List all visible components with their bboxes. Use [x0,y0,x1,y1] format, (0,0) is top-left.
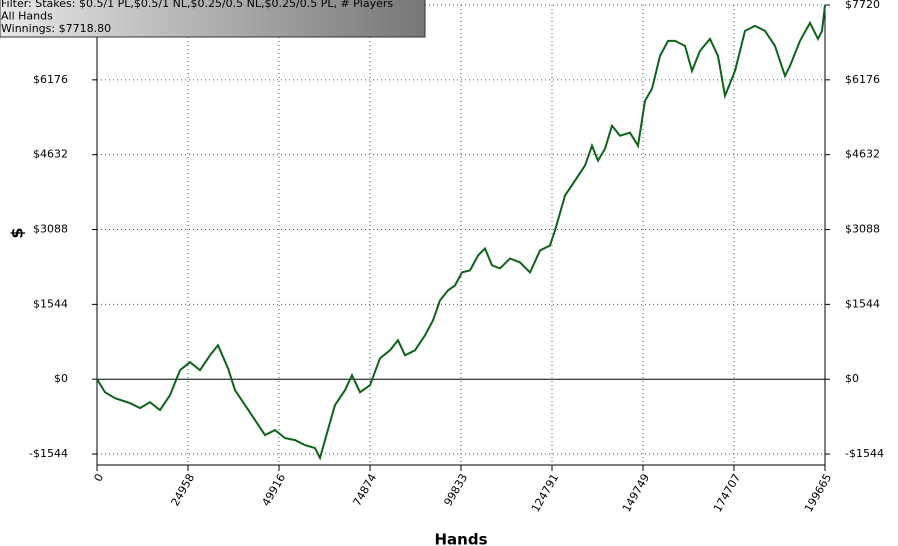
x-tick-label: 74874 [350,472,379,509]
y-axis-label: $ [8,227,27,238]
info-text: All Hands [1,10,53,23]
info-text: Winnings: $7718.80 [1,22,111,35]
y2-tick-label: $1544 [845,297,880,310]
y2-tick-label: $6176 [845,73,880,86]
x-tick-label: 49916 [259,472,288,509]
y2-tick-label: $4632 [845,148,880,161]
y-tick-label: $3088 [33,223,68,236]
x-tick-label: 149749 [620,472,652,515]
y2-tick-label: $3088 [845,223,880,236]
y2-tick-label: $0 [845,372,859,385]
y-tick-label: $4632 [33,148,68,161]
y-tick-label: $0 [54,372,68,385]
y-tick-label: -$1544 [29,447,68,460]
x-axis-label: Hands [434,531,487,546]
info-text: Filter: Stakes: $0.5/1 PL,$0.5/1 NL,$0.2… [1,0,393,10]
y2-tick-label: $7720 [845,0,880,11]
x-tick-label: 199665 [802,472,834,515]
y-tick-label: $6176 [33,73,68,86]
y2-tick-label: -$1544 [845,447,884,460]
x-tick-label: 0 [91,472,106,485]
x-tick-label: 124791 [529,472,561,515]
x-tick-label: 174707 [711,472,743,515]
winnings-line [96,4,826,461]
x-tick-label: 24958 [168,472,197,509]
y-tick-label: $1544 [33,297,68,310]
info-box [0,0,426,38]
x-tick-label: 99833 [441,472,470,509]
